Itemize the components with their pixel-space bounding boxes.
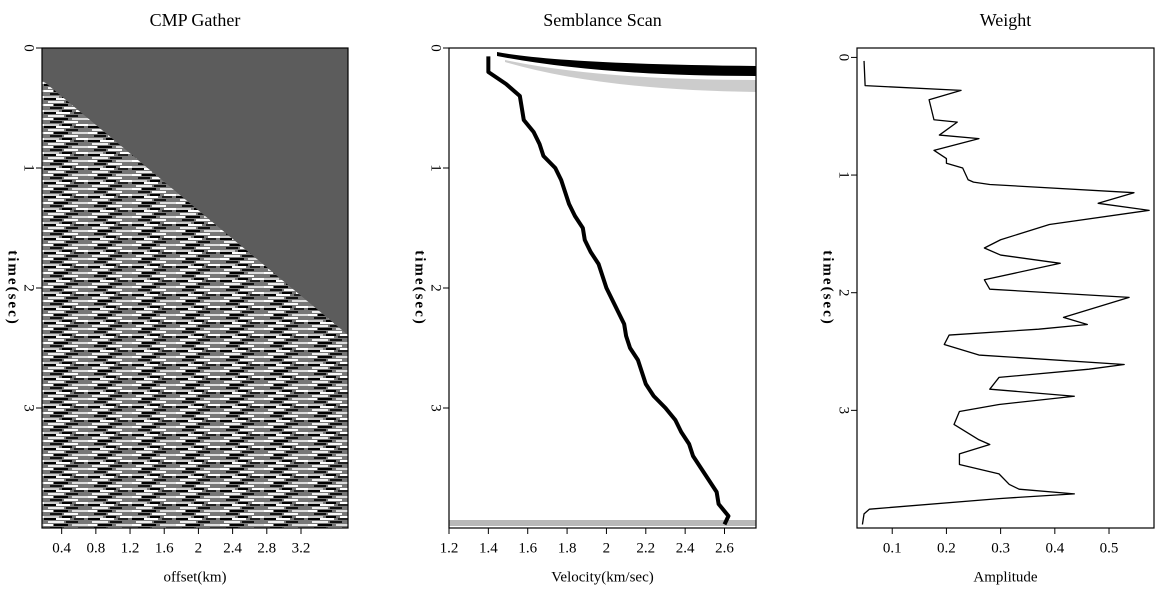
gather-mute [42,48,348,335]
y-axis-label: time(sec) [820,250,836,325]
x-tick-label: 1.6 [518,540,537,556]
x-tick-label: 1.8 [558,540,577,556]
semblance-haze [505,60,756,92]
y-tick-label: 2 [428,284,444,292]
y-tick-label: 0 [836,54,852,62]
x-tick-label: 0.3 [991,540,1010,556]
y-tick-label: 1 [428,164,444,172]
x-axis-label: Velocity(km/sec) [551,569,653,585]
x-tick-label: 3.2 [292,540,311,556]
x-tick-label: 1.2 [121,540,140,556]
plot-frame [41,47,349,529]
y-tick-label: 3 [836,407,852,415]
data-line [486,56,731,526]
x-tick-label: 2.8 [257,540,276,556]
x-tick-label: 1.4 [479,540,498,556]
chart-title: Semblance Scan [543,10,661,30]
x-tick-label: 2.2 [636,540,655,556]
x-tick-label: 1.6 [155,540,174,556]
y-tick-label: 1 [21,164,37,172]
x-tick-label: 2 [603,540,611,556]
x-tick-label: 0.4 [52,540,71,556]
x-tick-label: 0.2 [937,540,956,556]
y-tick-label: 3 [428,404,444,412]
plot-frame [856,47,1155,529]
chart-title: CMP Gather [150,10,241,30]
x-tick-label: 2.4 [676,540,695,556]
y-tick-label: 0 [428,44,444,52]
plot-frame [448,47,757,529]
y-tick-label: 1 [836,171,852,179]
chart-title: Weight [980,10,1032,30]
x-tick-label: 2 [195,540,203,556]
y-tick-label: 2 [836,289,852,297]
x-tick-label: 0.8 [86,540,105,556]
y-tick-label: 2 [21,284,37,292]
semblance-smear [497,52,756,76]
data-line [861,60,1150,525]
x-tick-label: 2.6 [715,540,734,556]
x-tick-label: 1.2 [440,540,459,556]
x-tick-label: 2.4 [223,540,242,556]
x-axis-label: offset(km) [163,569,226,585]
semblance-haze [449,520,756,526]
x-tick-label: 0.4 [1045,540,1064,556]
x-tick-label: 0.1 [883,540,902,556]
y-tick-label: 3 [21,404,37,412]
y-axis-label: time(sec) [412,250,428,325]
y-axis-label: time(sec) [5,250,21,325]
y-tick-label: 0 [21,44,37,52]
x-tick-label: 0.5 [1100,540,1119,556]
x-axis-label: Amplitude [973,569,1038,585]
